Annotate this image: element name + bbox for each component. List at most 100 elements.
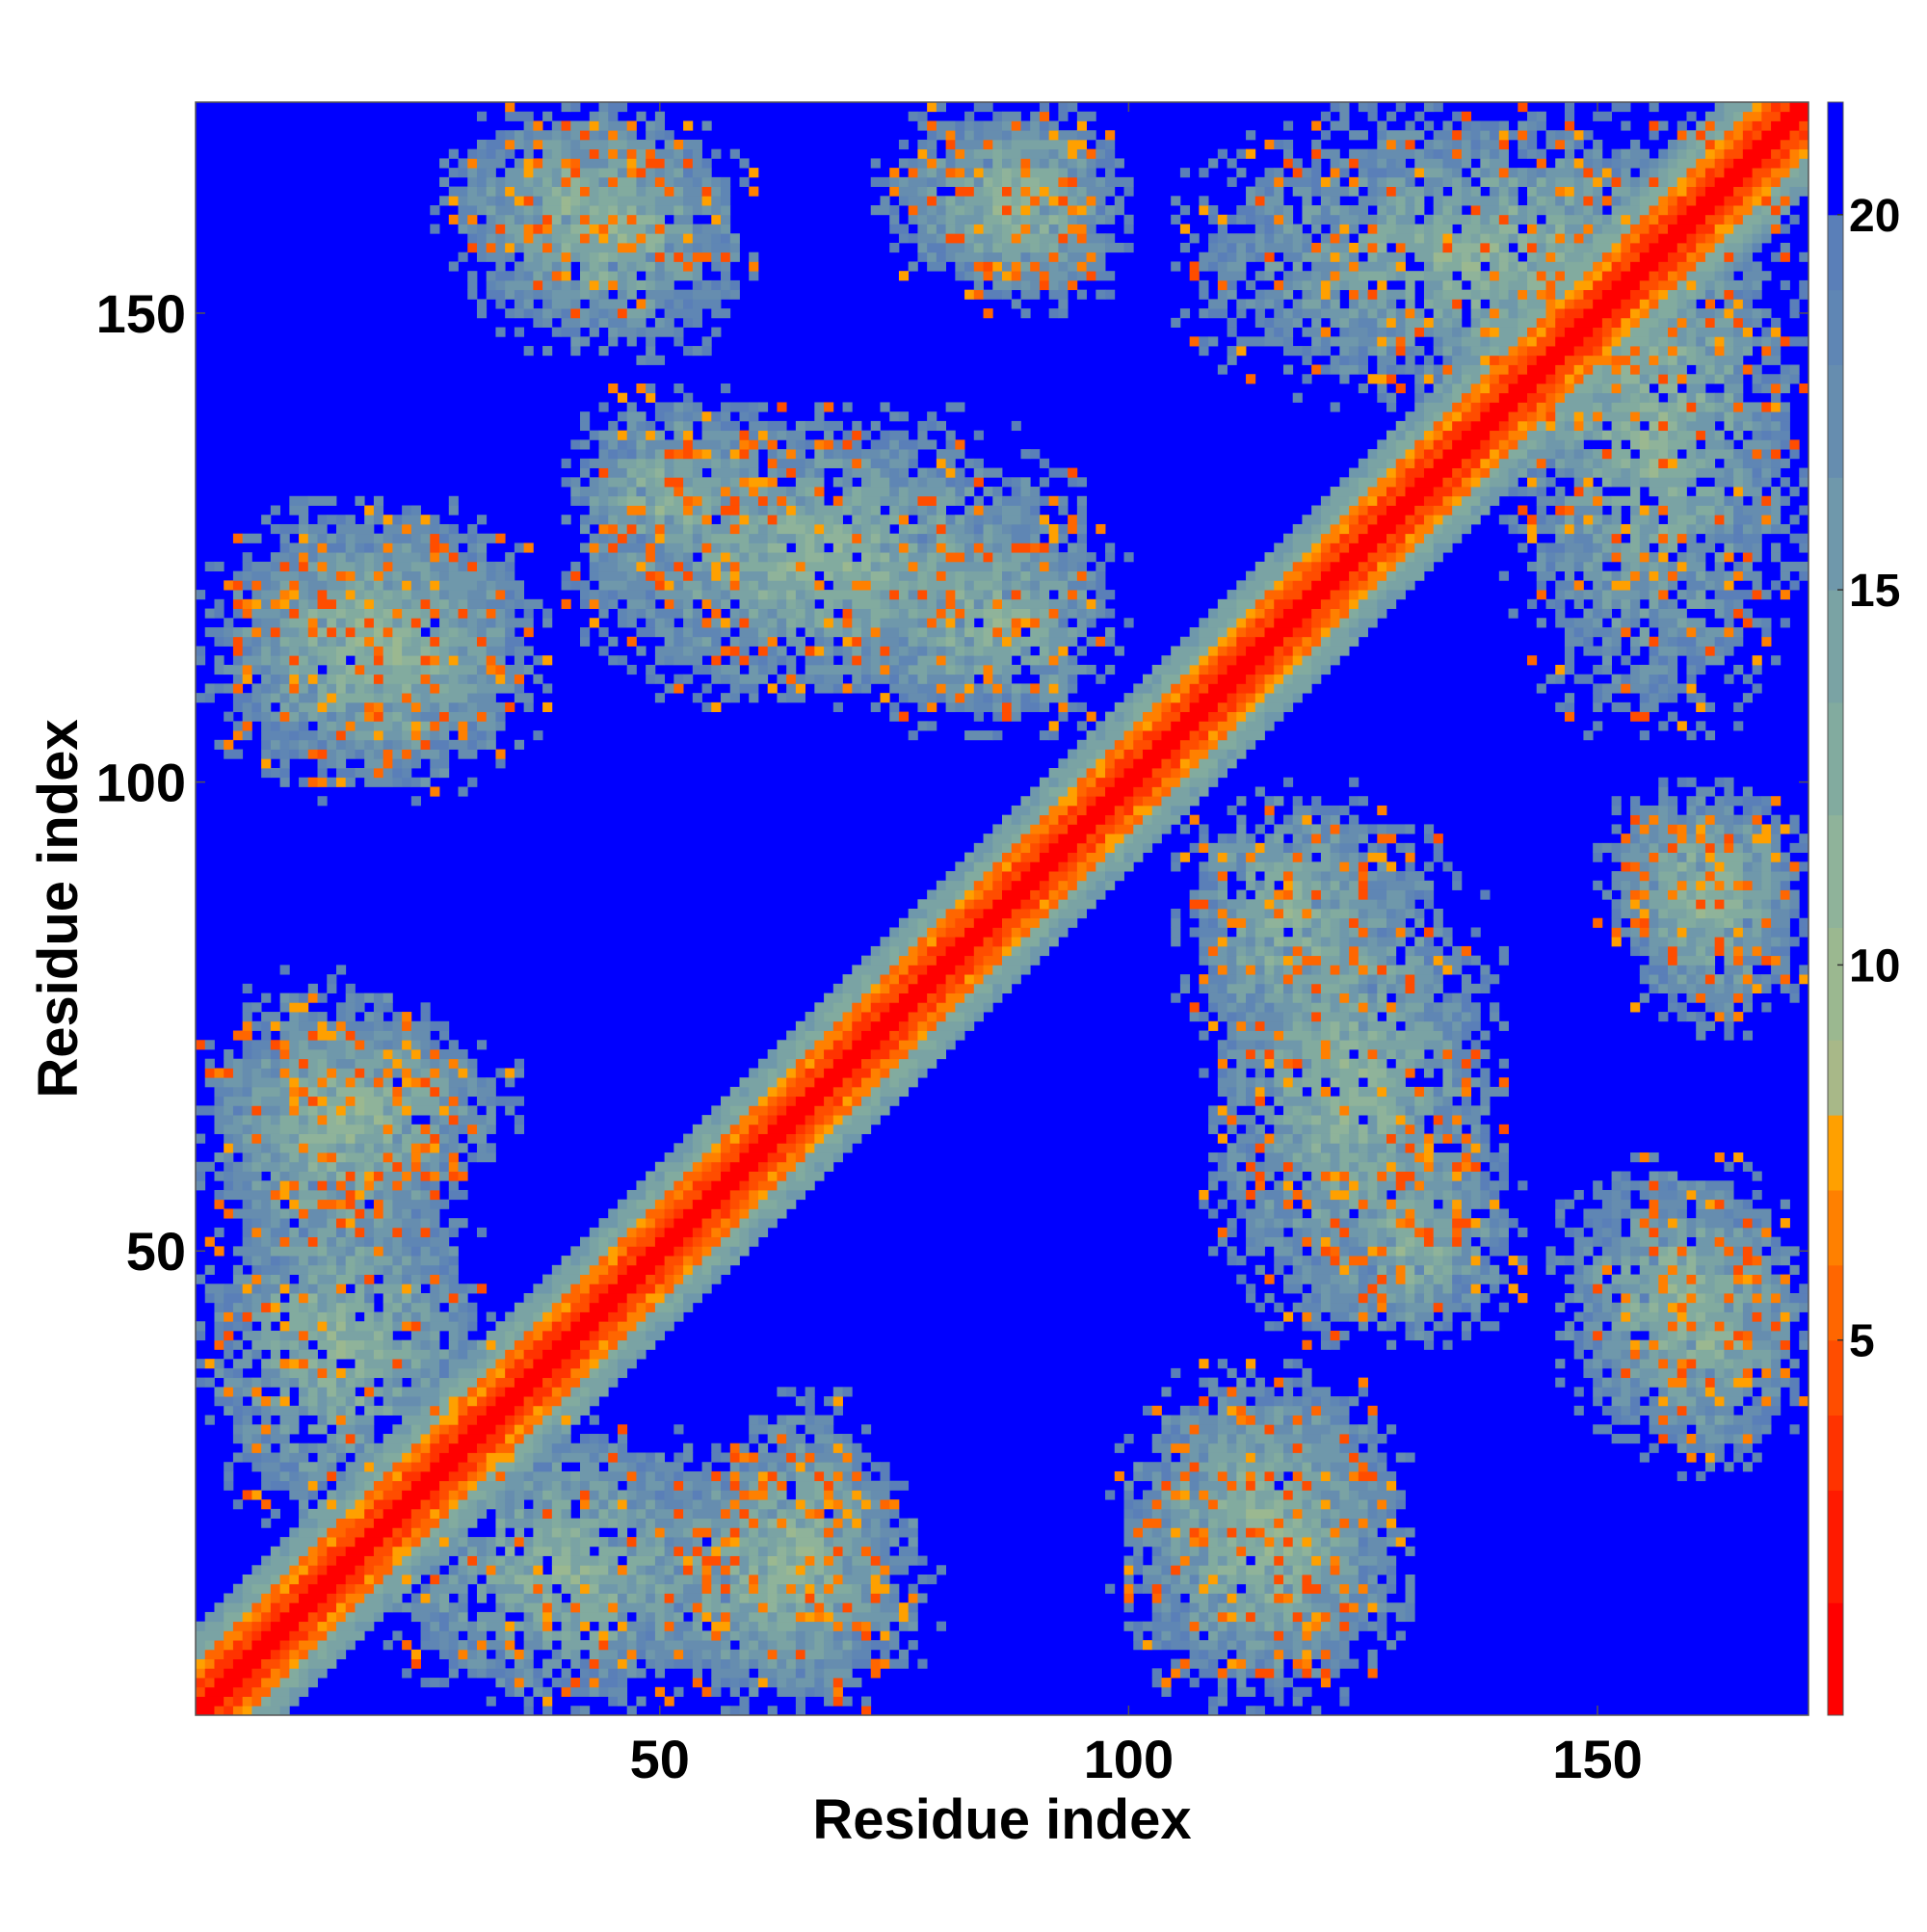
heatmap-cell — [495, 1470, 506, 1482]
heatmap-cell — [1330, 1668, 1340, 1679]
heatmap-cell — [1423, 1096, 1435, 1106]
heatmap-cell — [1771, 1236, 1782, 1247]
heatmap-cell — [636, 1527, 647, 1538]
heatmap-cell — [1461, 1321, 1472, 1332]
heatmap-cell — [1470, 1171, 1481, 1181]
heatmap-cell — [261, 1565, 290, 1575]
heatmap-cell — [307, 992, 318, 1003]
heatmap-cell — [1179, 1630, 1191, 1641]
heatmap-cell — [1367, 1518, 1387, 1528]
heatmap-cell — [251, 1462, 262, 1472]
heatmap-cell — [1292, 1302, 1303, 1312]
heatmap-cell — [1161, 1527, 1172, 1538]
heatmap-cell — [598, 1518, 609, 1528]
heatmap-cell — [701, 1602, 712, 1613]
heatmap-cell — [551, 1555, 571, 1566]
heatmap-cell — [355, 1396, 365, 1407]
heatmap-cell — [1217, 1405, 1227, 1416]
heatmap-cell — [495, 1424, 506, 1435]
heatmap-cell — [1171, 1537, 1181, 1548]
heatmap-cell — [1274, 1565, 1284, 1575]
heatmap-cell — [1264, 1115, 1275, 1125]
heatmap-cell — [1630, 1218, 1641, 1229]
heatmap-cell — [1133, 1621, 1144, 1631]
heatmap-cell — [626, 1264, 656, 1275]
heatmap-cell — [1386, 1339, 1397, 1350]
heatmap-cell — [1217, 1086, 1227, 1098]
heatmap-cell — [1686, 1302, 1725, 1312]
heatmap-cell — [1311, 1565, 1322, 1575]
heatmap-cell — [664, 1189, 674, 1201]
heatmap-cell — [1227, 1189, 1247, 1201]
heatmap-cell — [279, 1706, 290, 1716]
heatmap-cell — [523, 1293, 534, 1304]
heatmap-cell — [1320, 1218, 1332, 1229]
heatmap-cell — [1395, 1143, 1406, 1153]
heatmap-cell — [1686, 1284, 1697, 1294]
heatmap-cell — [1573, 1284, 1584, 1294]
heatmap-cell — [355, 1264, 375, 1275]
heatmap-cell — [1461, 1077, 1472, 1088]
heatmap-cell — [1330, 1284, 1340, 1294]
heatmap-cell — [1423, 1180, 1453, 1191]
heatmap-cell — [1414, 983, 1425, 993]
heatmap-cell — [824, 1068, 853, 1078]
heatmap-cell — [824, 1621, 834, 1631]
heatmap-cell — [1320, 1284, 1332, 1294]
heatmap-cell — [673, 1311, 684, 1322]
heatmap-cell — [1696, 1030, 1706, 1041]
heatmap-cell — [251, 1611, 262, 1623]
heatmap-cell — [795, 1518, 806, 1528]
heatmap-cell — [636, 1490, 656, 1500]
heatmap-cell — [232, 1621, 252, 1631]
heatmap-cell — [749, 1490, 769, 1500]
heatmap-cell — [664, 1480, 674, 1491]
heatmap-cell — [711, 1180, 740, 1191]
heatmap-cell — [664, 1696, 674, 1707]
heatmap-cell — [355, 1218, 375, 1229]
heatmap-cell — [1395, 1499, 1406, 1510]
heatmap-cell — [729, 1508, 740, 1520]
heatmap-cell — [551, 1518, 562, 1528]
heatmap-cell — [335, 1490, 347, 1500]
heatmap-cell — [1254, 1658, 1265, 1669]
heatmap-cell — [1555, 1256, 1566, 1266]
heatmap-cell — [279, 1236, 290, 1247]
heatmap-cell — [523, 1555, 534, 1566]
heatmap-cell — [1470, 1124, 1481, 1134]
heatmap-cell — [1282, 1565, 1294, 1575]
heatmap-cell — [646, 1293, 666, 1304]
heatmap-cell — [355, 1002, 365, 1013]
heatmap-cell — [476, 1621, 488, 1631]
heatmap-cell — [1733, 1367, 1744, 1379]
heatmap-cell — [420, 1077, 431, 1088]
heatmap-cell — [467, 1068, 478, 1078]
heatmap-cell — [214, 1189, 224, 1201]
heatmap-cell — [1358, 1293, 1368, 1304]
heatmap-cell — [1433, 1218, 1453, 1229]
heatmap-cell — [523, 1678, 534, 1688]
heatmap-cell — [711, 1565, 722, 1575]
heatmap-cell — [1414, 1012, 1425, 1022]
heatmap-cell — [683, 1208, 712, 1219]
heatmap-cell — [992, 992, 1003, 1003]
heatmap-cell — [861, 1527, 872, 1538]
heatmap-cell — [1696, 1236, 1716, 1247]
heatmap-cell — [317, 1012, 328, 1022]
heatmap-cell — [270, 1218, 280, 1229]
heatmap-cell — [224, 1208, 234, 1219]
heatmap-cell — [335, 1086, 375, 1098]
heatmap-cell — [335, 1030, 347, 1041]
heatmap-cell — [345, 1152, 365, 1163]
heatmap-cell — [467, 1658, 488, 1669]
heatmap-cell — [1217, 1236, 1227, 1247]
heatmap-cell — [410, 1442, 421, 1453]
heatmap-cell — [636, 1518, 647, 1528]
heatmap-cell — [805, 1602, 815, 1613]
heatmap-cell — [570, 1602, 581, 1613]
heatmap-cell — [476, 1377, 488, 1388]
heatmap-cell — [1639, 1189, 1650, 1201]
heatmap-cell — [467, 1537, 488, 1548]
heatmap-cell — [430, 1171, 440, 1181]
heatmap-cell — [608, 1349, 619, 1360]
